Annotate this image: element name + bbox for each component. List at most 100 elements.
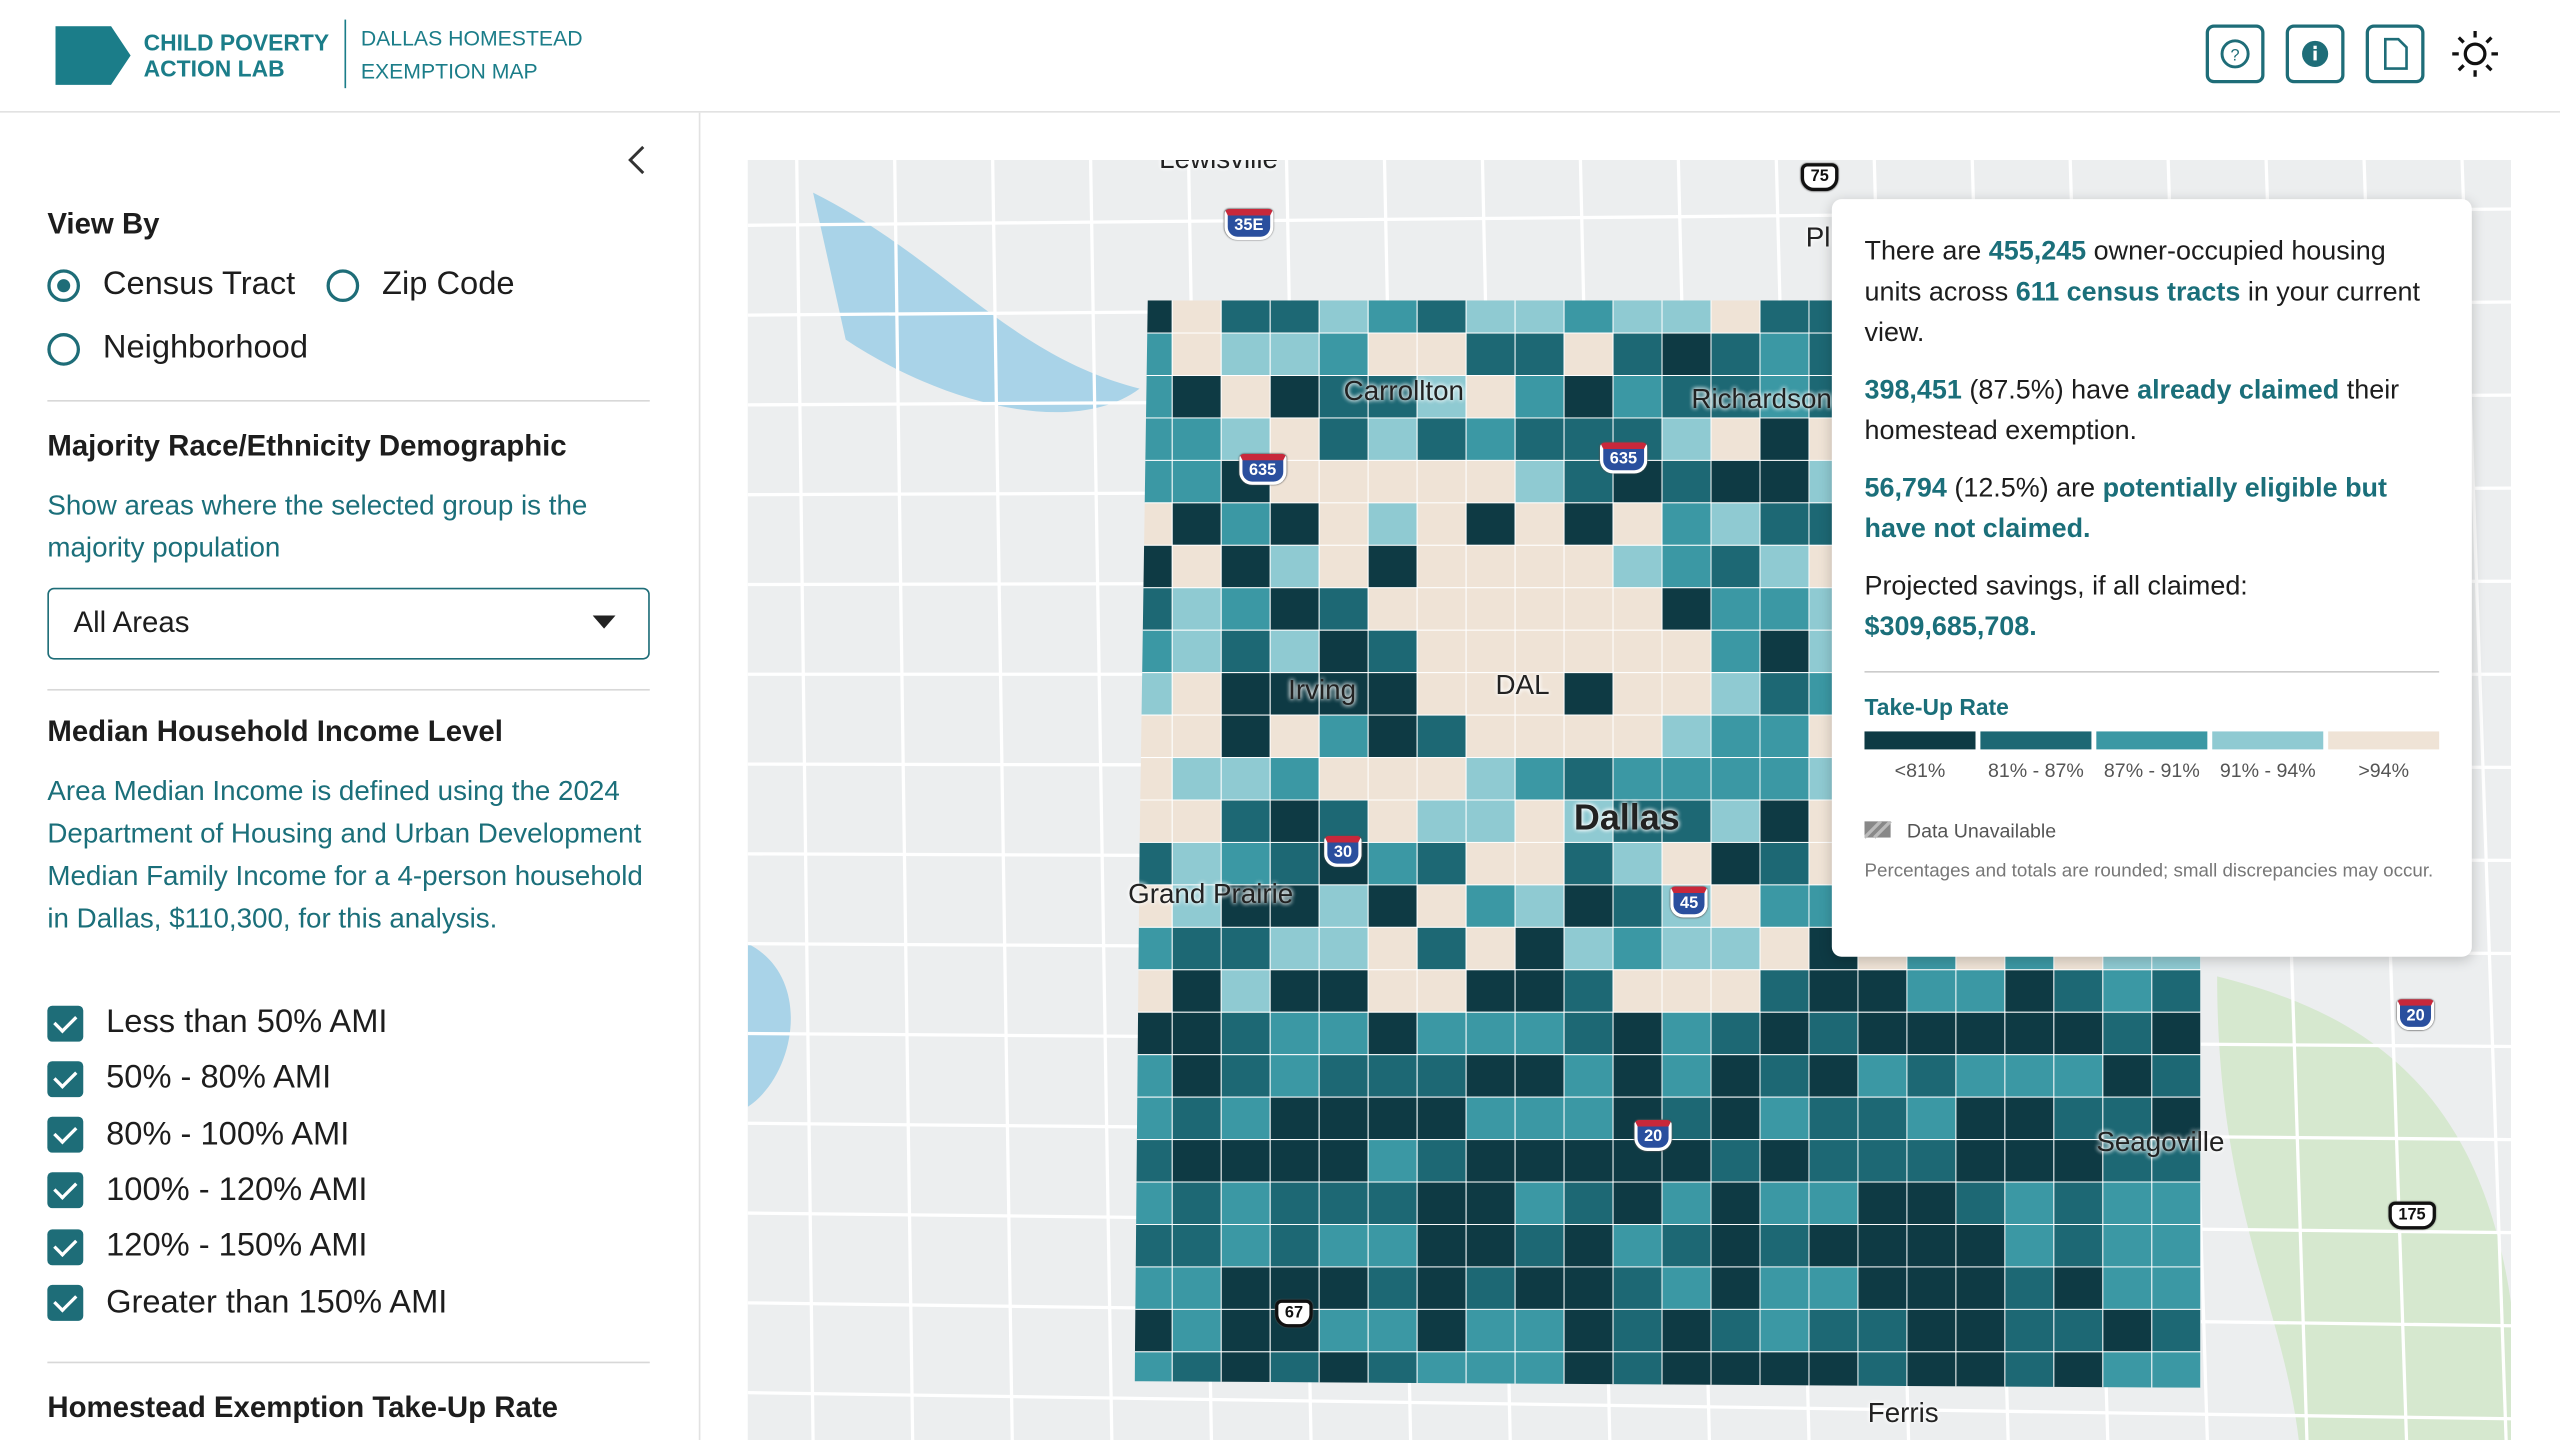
- info-button[interactable]: [2285, 24, 2345, 84]
- highlight: 56,794: [1864, 473, 1947, 503]
- highlight: $309,685,708.: [1864, 612, 2037, 642]
- tract: [1416, 1011, 1467, 1056]
- tract: [1759, 969, 1810, 1013]
- tract: [1563, 1096, 1614, 1141]
- tract: [1906, 1351, 1957, 1388]
- radio[interactable]: Neighborhood: [47, 330, 308, 368]
- tract: [1367, 544, 1418, 589]
- tract: [2102, 1266, 2153, 1310]
- highway-shield: 635: [1239, 453, 1287, 485]
- tract: [1416, 969, 1467, 1013]
- tract: [1416, 926, 1467, 971]
- legend-bin: 87% - 91%: [2096, 731, 2208, 791]
- tract: [1134, 841, 1173, 886]
- highway-shield: 35E: [1224, 208, 1274, 240]
- tract: [1171, 1223, 1222, 1268]
- tract: [1612, 672, 1663, 716]
- unavailable: Data Unavailable: [1864, 818, 2439, 844]
- radio-label: Neighborhood: [102, 329, 309, 366]
- tract: [1465, 841, 1516, 886]
- tract: [1171, 629, 1222, 674]
- checkbox[interactable]: 100% - 120% AMI: [47, 1172, 367, 1210]
- checkbox[interactable]: 50% - 80% AMI: [47, 1060, 331, 1098]
- place-label: Richardson: [1691, 383, 1832, 415]
- tract: [1563, 1266, 1614, 1310]
- place-label: Carrollton: [1343, 375, 1465, 407]
- tract: [1171, 587, 1222, 631]
- tract: [1134, 459, 1173, 504]
- legend-title: Take-Up Rate: [1864, 693, 2009, 720]
- help-button[interactable]: ?: [2205, 24, 2265, 84]
- tract: [1857, 1308, 1908, 1353]
- section-title: Homestead Exemption Take-Up Rate: [47, 1391, 558, 1424]
- theme-toggle[interactable]: [2449, 28, 2501, 80]
- tract: [2151, 1054, 2201, 1098]
- legend-bin: >94%: [2328, 731, 2440, 791]
- tract: [1171, 1054, 1222, 1098]
- tract: [1134, 502, 1173, 546]
- tract: [1269, 629, 1320, 674]
- tract: [1367, 332, 1418, 376]
- tract: [1613, 1394, 1662, 1436]
- tract: [1269, 926, 1320, 971]
- checkbox[interactable]: Less than 50% AMI: [47, 1004, 387, 1042]
- tract: [1171, 1181, 1222, 1225]
- tract: [1759, 799, 1810, 843]
- tract: [2053, 1308, 2104, 1353]
- tract: [1759, 375, 1810, 419]
- tract: [2004, 1181, 2055, 1225]
- tract: [1318, 544, 1369, 589]
- tract: [1661, 332, 1712, 376]
- tract: [1416, 799, 1467, 843]
- pdf-button[interactable]: [2365, 24, 2425, 84]
- tract: [1759, 1266, 1810, 1310]
- tract: [1710, 1223, 1761, 1268]
- radio[interactable]: Zip Code: [326, 266, 515, 304]
- tract: [2200, 1351, 2201, 1388]
- tract: [1710, 757, 1761, 801]
- tract: [1759, 332, 1810, 376]
- tract: [1134, 969, 1173, 1013]
- tract: [2151, 969, 2201, 1013]
- tract: [1416, 1351, 1467, 1388]
- tract: [2053, 1266, 2104, 1310]
- tract: [2053, 1351, 2104, 1388]
- tract: [1220, 375, 1271, 419]
- tract: [1318, 1139, 1369, 1183]
- tract: [1906, 1223, 1957, 1268]
- tract: [1171, 799, 1222, 843]
- radio[interactable]: Census Tract: [47, 266, 295, 304]
- place-label: Irving: [1288, 674, 1357, 706]
- tract: [1955, 1351, 2006, 1388]
- tract: [1465, 629, 1516, 674]
- tract: [1367, 1139, 1418, 1183]
- tract: [1171, 926, 1222, 971]
- tract: [1759, 300, 1810, 334]
- tract: [1171, 1096, 1222, 1141]
- tract: [1759, 672, 1810, 716]
- dropdown[interactable]: All Areas: [47, 587, 650, 660]
- tract: [1416, 884, 1467, 928]
- tract: [1220, 1308, 1271, 1353]
- text: their homestead exemption.: [1864, 375, 2400, 446]
- tract: [1465, 502, 1516, 546]
- tract: [1563, 926, 1614, 971]
- radio-label: Zip Code: [382, 266, 515, 303]
- tract: [1759, 502, 1810, 546]
- tract: [2102, 969, 2153, 1013]
- divider: [47, 688, 650, 691]
- tract: [1318, 1011, 1369, 1056]
- checkbox[interactable]: Greater than 150% AMI: [47, 1284, 447, 1322]
- tract: [2053, 969, 2104, 1013]
- tract: [1563, 300, 1614, 334]
- highlight: potentially eligible but have not claime…: [1864, 473, 2387, 544]
- title-line: EXEMPTION MAP: [360, 58, 538, 84]
- checkbox[interactable]: 120% - 150% AMI: [47, 1228, 367, 1266]
- road: [1088, 159, 1114, 1440]
- legend-bin: 91% - 94%: [2212, 731, 2324, 791]
- collapse-button[interactable]: [620, 142, 653, 178]
- checkbox[interactable]: 80% - 100% AMI: [47, 1116, 349, 1154]
- tract: [2200, 1266, 2201, 1310]
- tract: [1220, 587, 1271, 631]
- tract: [1269, 1181, 1320, 1225]
